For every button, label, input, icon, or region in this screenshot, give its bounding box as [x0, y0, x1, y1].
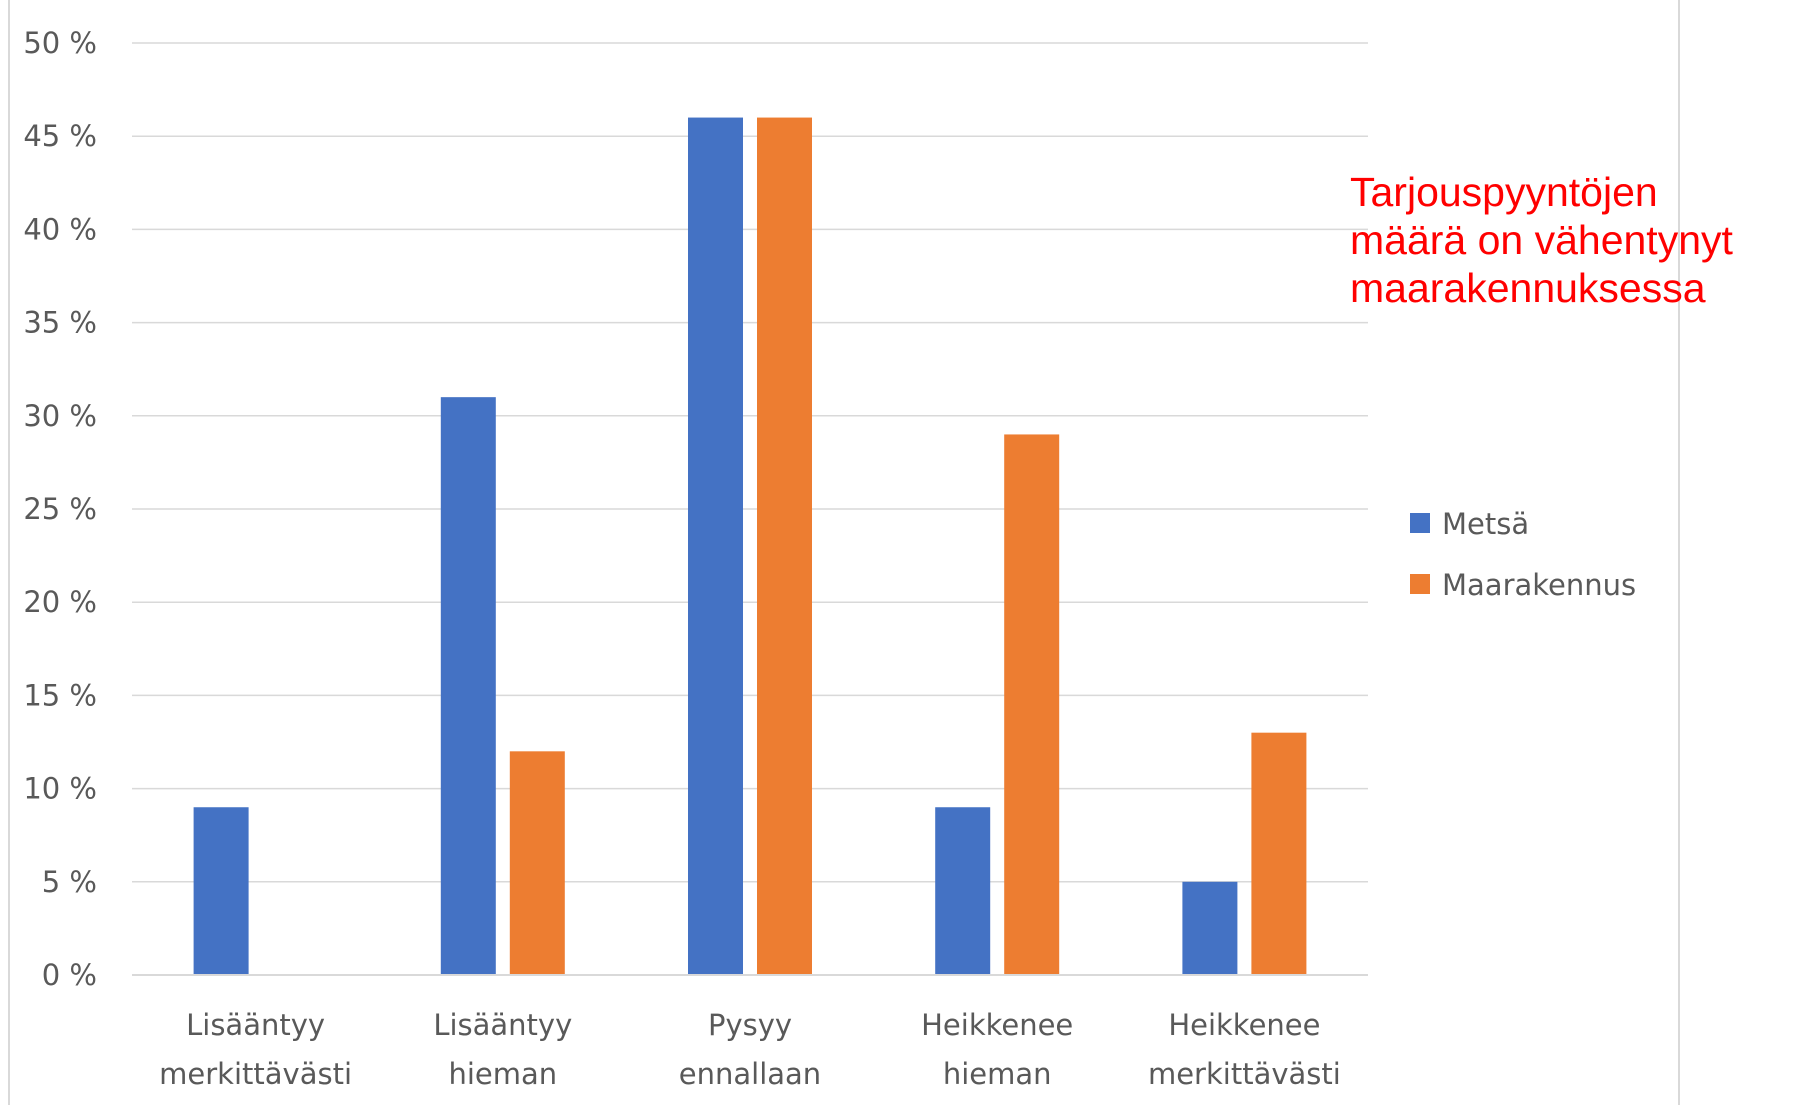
- x-axis-category-labels: Lisääntyy merkittävästi Lisääntyy hieman Pys…: [159, 1008, 1341, 1091]
- bar-mets-: [688, 117, 743, 975]
- legend-label: Metsä: [1442, 507, 1529, 541]
- annotation-line: määrä on vähentynyt: [1350, 217, 1733, 263]
- x-category-label: merkittävästi: [1148, 1057, 1341, 1091]
- annotation-line: maarakennuksessa: [1350, 265, 1706, 311]
- legend-swatch: [1410, 513, 1430, 533]
- x-category-label: Heikkenee: [1168, 1008, 1320, 1042]
- x-category-label: ennallaan: [679, 1057, 821, 1091]
- bar-mets-: [193, 807, 249, 975]
- chart-frame: [8, 0, 1680, 1105]
- bar-maarakennus: [1251, 732, 1307, 975]
- y-tick-label: 0 %: [42, 958, 97, 992]
- bar-maarakennus: [757, 117, 812, 975]
- legend: Metsä Maarakennus: [1410, 507, 1636, 602]
- y-tick-label: 45 %: [23, 119, 97, 153]
- gridlines: [132, 42, 1368, 883]
- x-category-label: Lisääntyy: [186, 1008, 325, 1042]
- y-tick-label: 35 %: [23, 306, 97, 340]
- y-tick-label: 5 %: [42, 865, 97, 899]
- x-category-label: hieman: [943, 1057, 1052, 1091]
- bar-mets-: [1182, 881, 1238, 975]
- annotation-text: Tarjouspyyntöjen määrä on vähentynyt maa…: [1350, 168, 1805, 312]
- bar-mets-: [935, 807, 991, 975]
- y-tick-label: 50 %: [23, 26, 97, 60]
- x-category-label: Lisääntyy: [433, 1008, 572, 1042]
- y-tick-label: 20 %: [23, 585, 97, 619]
- legend-swatch: [1410, 574, 1430, 594]
- x-category-label: Heikkenee: [921, 1008, 1073, 1042]
- y-axis-tick-labels: 0 % 5 % 10 % 15 % 20 % 25 % 30 % 35 % 40 % 45 % 50…: [23, 26, 97, 992]
- x-category-label: merkittävästi: [159, 1057, 352, 1091]
- y-tick-label: 10 %: [23, 772, 97, 806]
- bar-maarakennus: [509, 751, 565, 975]
- bars: [193, 117, 1307, 975]
- bar-mets-: [440, 397, 496, 975]
- x-category-label: hieman: [448, 1057, 557, 1091]
- y-tick-label: 30 %: [23, 399, 97, 433]
- bar-maarakennus: [1004, 434, 1060, 975]
- y-tick-label: 25 %: [23, 492, 97, 526]
- y-tick-label: 40 %: [23, 212, 97, 246]
- legend-label: Maarakennus: [1442, 568, 1636, 602]
- annotation-line: Tarjouspyyntöjen: [1350, 169, 1658, 215]
- x-category-label: Pysyy: [708, 1008, 792, 1042]
- y-tick-label: 15 %: [23, 678, 97, 712]
